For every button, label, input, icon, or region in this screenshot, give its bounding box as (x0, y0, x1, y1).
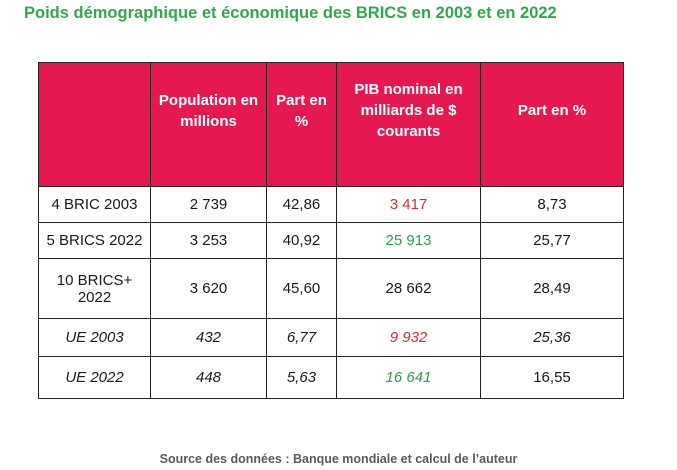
data-table: Population en millions Part en % PIB nom… (38, 62, 624, 399)
part-pop-cell: 6,77 (266, 318, 337, 357)
table-row: 5 BRICS 2022 3 253 40,92 25 913 25,77 (38, 222, 624, 259)
population-cell: 448 (150, 356, 267, 399)
population-cell: 3 253 (150, 222, 267, 259)
page-title: Poids démographique et économique des BR… (24, 4, 557, 22)
header-cell-empty (38, 62, 151, 187)
part-pop-cell: 45,60 (266, 258, 337, 319)
row-label: UE 2022 (38, 356, 151, 399)
part-pib-cell: 25,77 (480, 222, 624, 259)
part-pib-cell: 25,36 (480, 318, 624, 357)
pib-cell: 16 641 (336, 356, 481, 399)
pib-cell: 3 417 (336, 186, 481, 223)
population-cell: 3 620 (150, 258, 267, 319)
header-population: Population en millions (150, 62, 267, 187)
part-pop-cell: 42,86 (266, 186, 337, 223)
header-part-pib: Part en % (480, 62, 624, 187)
pib-cell: 9 932 (336, 318, 481, 357)
part-pib-cell: 28,49 (480, 258, 624, 319)
header-part-population: Part en % (266, 62, 337, 187)
row-label: 5 BRICS 2022 (38, 222, 151, 259)
table-row: 4 BRIC 2003 2 739 42,86 3 417 8,73 (38, 186, 624, 223)
source-note: Source des données : Banque mondiale et … (159, 452, 518, 466)
table-header-row: Population en millions Part en % PIB nom… (38, 62, 624, 187)
table-row: UE 2003 432 6,77 9 932 25,36 (38, 318, 624, 357)
population-cell: 432 (150, 318, 267, 357)
part-pib-cell: 8,73 (480, 186, 624, 223)
part-pop-cell: 40,92 (266, 222, 337, 259)
table-row: UE 2022 448 5,63 16 641 16,55 (38, 356, 624, 399)
row-label: 4 BRIC 2003 (38, 186, 151, 223)
pib-cell: 25 913 (336, 222, 481, 259)
row-label: 10 BRICS+ 2022 (38, 258, 151, 319)
part-pib-cell: 16,55 (480, 356, 624, 399)
pib-cell: 28 662 (336, 258, 481, 319)
row-label: UE 2003 (38, 318, 151, 357)
header-pib: PIB nominal en milliards de $ courants (336, 62, 481, 187)
population-cell: 2 739 (150, 186, 267, 223)
part-pop-cell: 5,63 (266, 356, 337, 399)
table-row: 10 BRICS+ 2022 3 620 45,60 28 662 28,49 (38, 258, 624, 319)
